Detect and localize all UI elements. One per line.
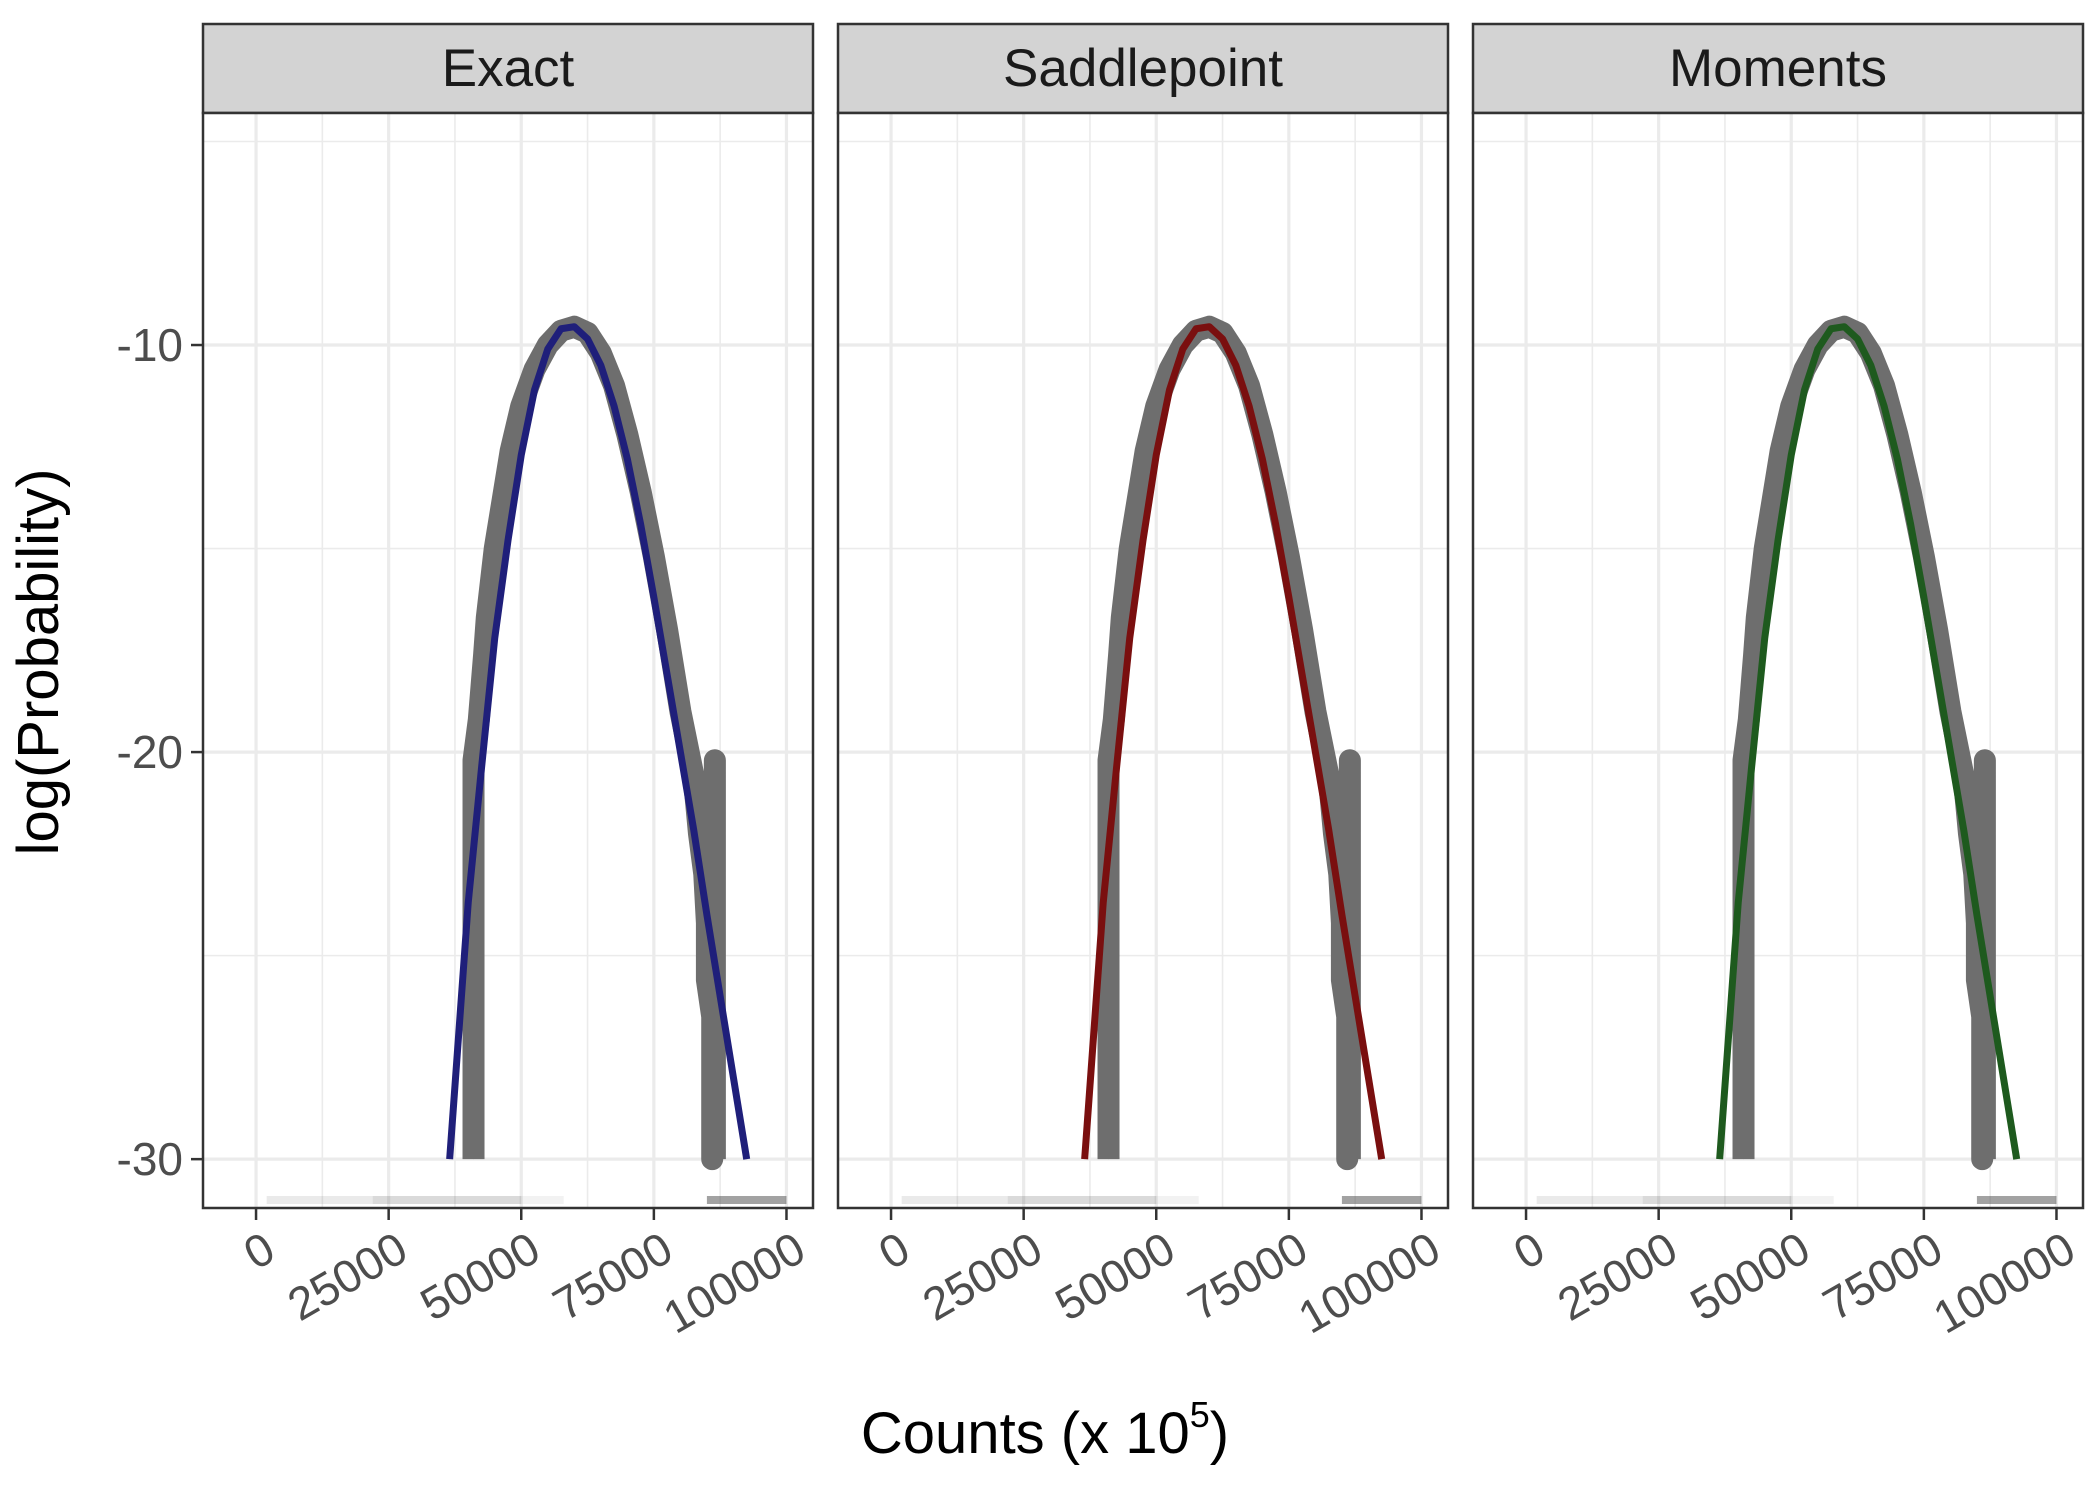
x-tick-label: 100000 xyxy=(1925,1222,2084,1344)
x-tick-label: 50000 xyxy=(1046,1222,1183,1331)
facet-strip xyxy=(836,22,1450,115)
facet-strip-label: Saddlepoint xyxy=(1003,39,1283,98)
y-axis: -10 -20 -30 xyxy=(117,319,203,1185)
panel-border xyxy=(1471,111,2085,1210)
x-tick-label: 0 xyxy=(870,1222,918,1280)
rug-band xyxy=(521,1196,564,1204)
facet-strip-label: Moments xyxy=(1669,39,1887,98)
x-tick-label: 25000 xyxy=(1549,1222,1686,1331)
rug-marks xyxy=(901,1196,1422,1204)
rug-marks xyxy=(1536,1196,2057,1204)
x-tick-label: 100000 xyxy=(1290,1222,1449,1344)
x-tick-label: 100000 xyxy=(655,1222,814,1344)
rug-band xyxy=(706,1196,787,1204)
x-tick-label: 75000 xyxy=(1814,1222,1951,1331)
facet-strip xyxy=(201,22,815,115)
facet-panels: Exact0250005000075000100000Saddlepoint02… xyxy=(201,22,2085,1344)
panel-border xyxy=(836,111,1450,1210)
x-tick-label: 25000 xyxy=(279,1222,416,1331)
rug-band xyxy=(372,1196,522,1204)
y-tick-label: -10 xyxy=(117,319,183,371)
x-tick-label: 25000 xyxy=(914,1222,1051,1331)
x-tick-label: 75000 xyxy=(544,1222,681,1331)
rug-band xyxy=(1156,1196,1199,1204)
x-axis-title-exponent: 5 xyxy=(1190,1394,1210,1435)
x-tick-label: 50000 xyxy=(1681,1222,1818,1331)
x-tick-label: 75000 xyxy=(1179,1222,1316,1331)
rug-marks xyxy=(266,1196,787,1204)
rug-band xyxy=(1536,1196,1643,1204)
y-tick-label: -20 xyxy=(117,726,183,778)
y-axis-title: log(Probability) xyxy=(6,469,71,856)
panel-border xyxy=(201,111,815,1210)
y-tick-label: -30 xyxy=(117,1133,183,1185)
x-axis-title-suffix: ) xyxy=(1210,1401,1229,1466)
x-tick-label: 0 xyxy=(235,1222,283,1280)
facet-strip-label: Exact xyxy=(442,39,575,98)
x-axis-title: Counts (x 105) xyxy=(861,1394,1229,1466)
rug-band xyxy=(1791,1196,1834,1204)
rug-band xyxy=(266,1196,373,1204)
rug-band xyxy=(1976,1196,2057,1204)
rug-band xyxy=(1341,1196,1422,1204)
x-tick-label: 50000 xyxy=(411,1222,548,1331)
rug-band xyxy=(1642,1196,1792,1204)
rug-band xyxy=(901,1196,1008,1204)
x-tick-label: 0 xyxy=(1505,1222,1553,1280)
facet-strip xyxy=(1471,22,2085,115)
x-axis-title-main: Counts (x 10 xyxy=(861,1401,1190,1466)
rug-band xyxy=(1007,1196,1157,1204)
